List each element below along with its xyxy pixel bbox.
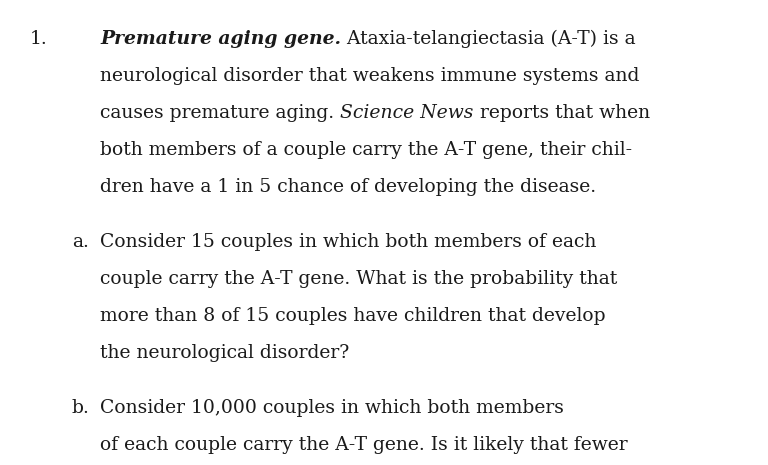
Text: causes premature aging.: causes premature aging. <box>100 104 340 122</box>
Text: the neurological disorder?: the neurological disorder? <box>100 344 349 362</box>
Text: Science News: Science News <box>340 104 474 122</box>
Text: dren have a 1 in 5 chance of developing the disease.: dren have a 1 in 5 chance of developing … <box>100 178 596 196</box>
Text: Ataxia-telangiectasia (A-T) is a: Ataxia-telangiectasia (A-T) is a <box>341 30 636 48</box>
Text: a.: a. <box>72 233 89 251</box>
Text: Consider 10,000 couples in which both members: Consider 10,000 couples in which both me… <box>100 399 564 417</box>
Text: couple carry the A-T gene. What is the probability that: couple carry the A-T gene. What is the p… <box>100 270 617 288</box>
Text: 1.: 1. <box>30 30 48 48</box>
Text: b.: b. <box>72 399 90 417</box>
Text: Consider 15 couples in which both members of each: Consider 15 couples in which both member… <box>100 233 597 251</box>
Text: more than 8 of 15 couples have children that develop: more than 8 of 15 couples have children … <box>100 307 606 325</box>
Text: neurological disorder that weakens immune systems and: neurological disorder that weakens immun… <box>100 67 640 85</box>
Text: Premature aging gene.: Premature aging gene. <box>100 30 341 48</box>
Text: both members of a couple carry the A-T gene, their chil-: both members of a couple carry the A-T g… <box>100 141 632 159</box>
Text: reports that when: reports that when <box>474 104 650 122</box>
Text: of each couple carry the A-T gene. Is it likely that fewer: of each couple carry the A-T gene. Is it… <box>100 436 627 454</box>
